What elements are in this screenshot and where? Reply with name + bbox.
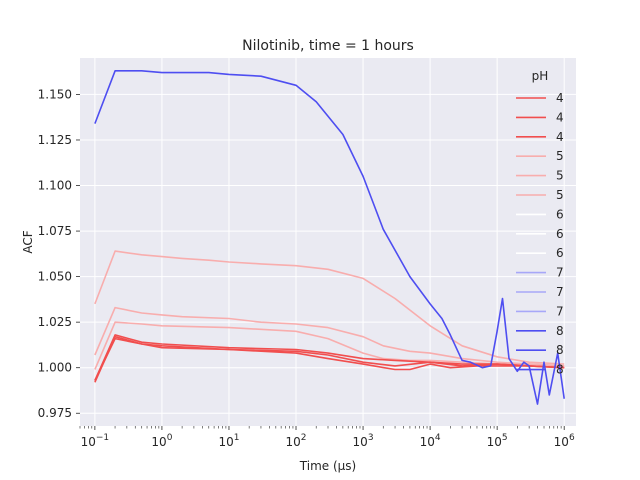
plot-area [80, 58, 576, 426]
legend-label: 4 [556, 110, 564, 124]
series-line [94, 70, 565, 405]
y-tick-label: 1.000 [38, 361, 72, 375]
y-tick-label: 1.025 [38, 315, 72, 329]
legend-label: 4 [556, 130, 564, 144]
y-axis-label: ACF [21, 230, 35, 253]
y-tick-label: 1.125 [38, 133, 72, 147]
legend-title: pH [532, 69, 549, 83]
legend-label: 8 [556, 363, 564, 377]
legend-label: 6 [556, 207, 564, 221]
legend-label: 8 [556, 324, 564, 338]
y-tick-label: 1.075 [38, 224, 72, 238]
legend: pH 4 4 4 5 5 5 6 6 6 7 7 7 8 8 8 [516, 69, 564, 377]
y-tick-label: 1.100 [38, 179, 72, 193]
y-tick-label: 1.150 [38, 87, 72, 101]
series-line [94, 306, 565, 367]
x-axis-label: Time (μs) [299, 459, 356, 473]
legend-label: 5 [556, 169, 564, 183]
y-axis-ticks: 0.975 1.000 1.025 1.050 1.075 1.100 1.125 1.150 [38, 87, 80, 420]
series-group [94, 70, 565, 405]
legend-label: 5 [556, 188, 564, 202]
legend-label: 7 [556, 304, 564, 318]
legend-label: 7 [556, 285, 564, 299]
legend-label: 6 [556, 246, 564, 260]
chart-title: Nilotinib, time = 1 hours [242, 38, 414, 54]
y-tick-label: 1.050 [38, 270, 72, 284]
legend-label: 4 [556, 91, 564, 105]
series-line [94, 250, 565, 365]
y-tick-label: 0.975 [38, 406, 72, 420]
gridlines [80, 58, 576, 426]
legend-label: 6 [556, 227, 564, 241]
legend-label: 7 [556, 266, 564, 280]
legend-label: 5 [556, 149, 564, 163]
legend-label: 8 [556, 343, 564, 357]
